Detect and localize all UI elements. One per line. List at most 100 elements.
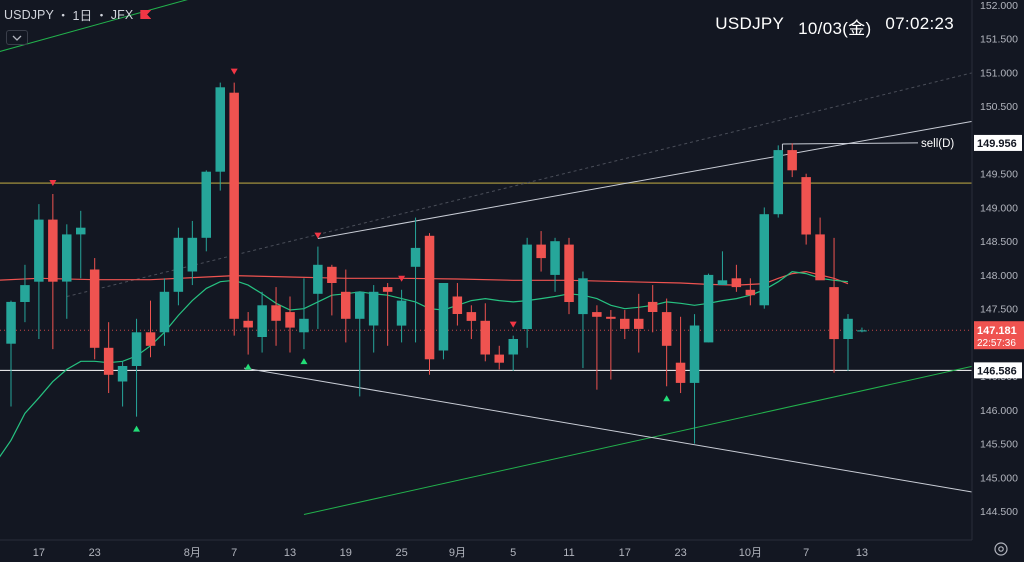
candle-up[interactable] <box>857 330 867 332</box>
candle-down[interactable] <box>103 347 114 375</box>
candle-down[interactable] <box>229 92 239 319</box>
sell-marker-icon <box>230 68 238 75</box>
candle-up[interactable] <box>131 332 142 366</box>
candle-up[interactable] <box>117 366 128 382</box>
x-tick-label: 5 <box>510 547 516 559</box>
candle-down[interactable] <box>382 287 393 292</box>
candle-down[interactable] <box>564 244 574 302</box>
candle-down[interactable] <box>620 318 630 329</box>
separator-dot-2: ・ <box>95 9 108 23</box>
header-date: 10/03(金) <box>798 19 872 38</box>
sell-marker-icon <box>509 321 517 328</box>
settings-gear-icon[interactable] <box>992 540 1010 558</box>
x-tick-label: 17 <box>33 547 45 559</box>
candle-up[interactable] <box>759 214 770 306</box>
collapse-legend-button[interactable] <box>6 30 28 45</box>
x-tick-label: 13 <box>284 547 296 559</box>
signal-line <box>782 142 919 145</box>
candle-down[interactable] <box>145 332 156 346</box>
y-tick-label: 148.000 <box>980 270 1018 282</box>
candle-down[interactable] <box>787 150 797 171</box>
candle-down[interactable] <box>480 320 491 355</box>
candle-up[interactable] <box>843 318 853 339</box>
y-tick-label: 144.500 <box>980 506 1018 518</box>
price-axis-bg <box>972 0 1024 562</box>
candle-up[interactable] <box>703 274 714 343</box>
y-tick-label: 151.500 <box>980 34 1018 46</box>
x-tick-label: 19 <box>340 547 352 559</box>
candle-up[interactable] <box>717 280 728 285</box>
candle-down[interactable] <box>424 235 435 360</box>
candle-down[interactable] <box>675 362 686 383</box>
candle-up[interactable] <box>508 339 519 355</box>
chevron-down-icon <box>12 35 22 41</box>
x-tick-label: 25 <box>395 547 407 559</box>
y-tick-label: 148.500 <box>980 236 1018 248</box>
candle-down[interactable] <box>829 287 839 340</box>
y-tick-label: 151.000 <box>980 67 1018 79</box>
candle-down[interactable] <box>243 320 253 328</box>
candle-up[interactable] <box>313 264 323 294</box>
candle-up[interactable] <box>689 325 700 383</box>
candle-down[interactable] <box>647 301 658 312</box>
countdown-label: 22:57:36 <box>977 338 1016 349</box>
candle-down[interactable] <box>815 234 825 281</box>
candle-up[interactable] <box>550 241 560 275</box>
x-tick-label: 9月 <box>449 547 466 559</box>
candle-down[interactable] <box>452 296 463 315</box>
candle-up[interactable] <box>20 285 30 302</box>
candle-up[interactable] <box>76 227 86 235</box>
candle-down[interactable] <box>661 312 672 346</box>
candle-down[interactable] <box>731 278 742 288</box>
candle-down[interactable] <box>48 219 58 282</box>
candle-down[interactable] <box>89 269 100 348</box>
symbol-name: USDJPY <box>4 7 54 22</box>
support-price-tag: 146.586 <box>977 365 1017 377</box>
buy-marker-icon <box>133 425 141 432</box>
y-tick-label: 149.000 <box>980 202 1018 214</box>
y-tick-label: 145.500 <box>980 439 1018 451</box>
x-tick-label: 7 <box>803 547 809 559</box>
support-price-tag-bg <box>974 362 1022 379</box>
candle-up[interactable] <box>6 301 16 344</box>
candle-up[interactable] <box>396 300 407 326</box>
sell-marker-icon <box>314 232 322 239</box>
candle-up[interactable] <box>368 291 379 326</box>
candle-down[interactable] <box>271 305 281 321</box>
candle-down[interactable] <box>592 312 602 317</box>
candle-up[interactable] <box>215 87 226 172</box>
candle-up[interactable] <box>257 305 267 337</box>
candle-down[interactable] <box>745 289 756 296</box>
separator-dot: ・ <box>56 9 70 23</box>
candle-up[interactable] <box>299 318 309 333</box>
candle-up[interactable] <box>522 244 532 329</box>
candle-down[interactable] <box>494 354 505 363</box>
x-tick-label: 23 <box>89 547 101 559</box>
x-tick-label: 13 <box>856 547 868 559</box>
candle-down[interactable] <box>466 312 477 321</box>
candle-down[interactable] <box>327 266 337 283</box>
candle-up[interactable] <box>773 150 784 215</box>
x-tick-label: 10月 <box>739 547 762 559</box>
candle-down[interactable] <box>634 318 644 329</box>
symbol-info[interactable]: USDJPY ・ 1日 ・ JFX <box>4 5 152 24</box>
candle-down[interactable] <box>606 316 616 319</box>
candle-up[interactable] <box>159 291 170 333</box>
candle-up[interactable] <box>34 219 44 282</box>
candle-up[interactable] <box>173 237 184 292</box>
candle-up[interactable] <box>355 291 365 319</box>
candle-up[interactable] <box>578 278 588 315</box>
candle-down[interactable] <box>285 312 295 328</box>
candle-down[interactable] <box>801 177 811 235</box>
candle-up[interactable] <box>438 283 449 351</box>
candle-up[interactable] <box>62 234 72 282</box>
candle-up[interactable] <box>187 237 198 272</box>
candle-up[interactable] <box>201 171 212 238</box>
candle-down[interactable] <box>536 244 546 259</box>
timeframe-label: 1日 <box>72 9 93 23</box>
candle-up[interactable] <box>410 247 421 267</box>
flag-icon[interactable] <box>140 10 152 19</box>
candle-down[interactable] <box>341 291 351 319</box>
